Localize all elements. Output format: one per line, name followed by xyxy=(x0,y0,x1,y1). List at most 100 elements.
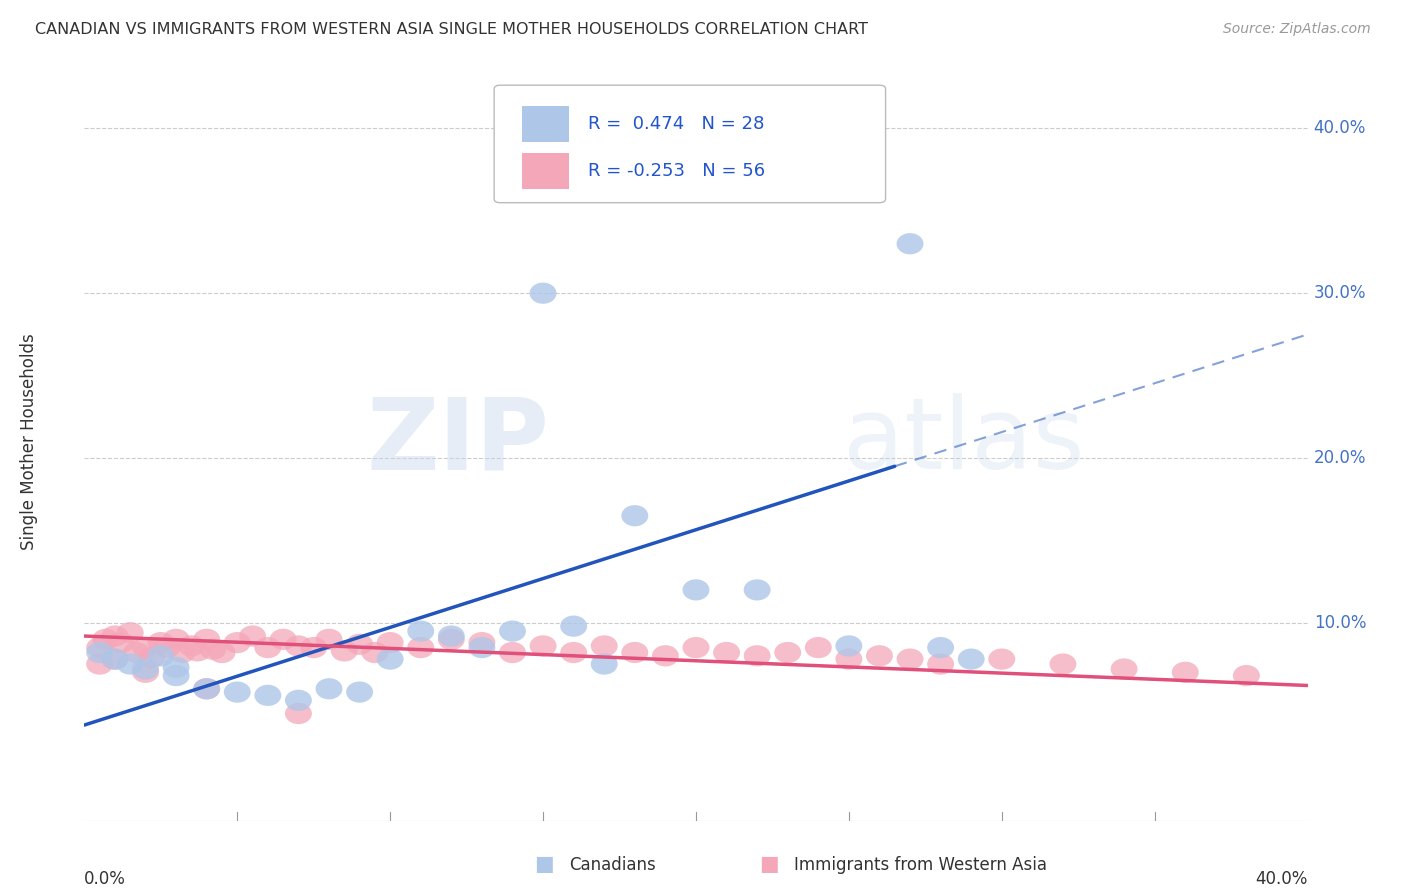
Ellipse shape xyxy=(361,642,388,663)
Ellipse shape xyxy=(163,657,190,678)
Ellipse shape xyxy=(254,637,281,658)
Ellipse shape xyxy=(652,645,679,666)
Text: R = -0.253   N = 56: R = -0.253 N = 56 xyxy=(588,161,765,180)
Ellipse shape xyxy=(285,635,312,657)
Ellipse shape xyxy=(408,621,434,641)
Ellipse shape xyxy=(200,639,226,660)
Ellipse shape xyxy=(437,625,465,647)
Ellipse shape xyxy=(163,629,190,650)
Ellipse shape xyxy=(1233,665,1260,686)
Ellipse shape xyxy=(285,703,312,724)
Ellipse shape xyxy=(621,642,648,663)
Ellipse shape xyxy=(897,648,924,670)
Ellipse shape xyxy=(1171,662,1199,683)
Ellipse shape xyxy=(270,629,297,650)
Text: 40.0%: 40.0% xyxy=(1256,870,1308,888)
Ellipse shape xyxy=(184,640,211,662)
FancyBboxPatch shape xyxy=(522,105,569,142)
Ellipse shape xyxy=(224,681,250,703)
Text: 30.0%: 30.0% xyxy=(1313,285,1367,302)
Ellipse shape xyxy=(621,505,648,526)
Text: 10.0%: 10.0% xyxy=(1313,614,1367,632)
Ellipse shape xyxy=(117,654,143,674)
Ellipse shape xyxy=(148,632,174,653)
Ellipse shape xyxy=(148,645,174,666)
Ellipse shape xyxy=(1049,654,1077,674)
Ellipse shape xyxy=(224,632,250,653)
Ellipse shape xyxy=(775,642,801,663)
Ellipse shape xyxy=(988,648,1015,670)
Ellipse shape xyxy=(132,637,159,658)
Ellipse shape xyxy=(927,654,955,674)
Ellipse shape xyxy=(86,654,112,674)
Ellipse shape xyxy=(93,629,120,650)
Text: 40.0%: 40.0% xyxy=(1313,120,1367,137)
Text: ZIP: ZIP xyxy=(367,393,550,490)
Ellipse shape xyxy=(835,648,862,670)
Ellipse shape xyxy=(346,681,373,703)
Ellipse shape xyxy=(254,685,281,706)
Ellipse shape xyxy=(866,645,893,666)
Text: Immigrants from Western Asia: Immigrants from Western Asia xyxy=(794,855,1047,873)
Ellipse shape xyxy=(804,637,832,658)
Ellipse shape xyxy=(744,579,770,600)
Ellipse shape xyxy=(208,642,235,663)
Text: CANADIAN VS IMMIGRANTS FROM WESTERN ASIA SINGLE MOTHER HOUSEHOLDS CORRELATION CH: CANADIAN VS IMMIGRANTS FROM WESTERN ASIA… xyxy=(35,22,868,37)
Ellipse shape xyxy=(377,648,404,670)
Ellipse shape xyxy=(927,637,955,658)
Ellipse shape xyxy=(239,625,266,647)
Ellipse shape xyxy=(591,654,617,674)
Text: ■: ■ xyxy=(534,854,554,873)
Ellipse shape xyxy=(530,283,557,304)
Ellipse shape xyxy=(179,635,205,657)
Ellipse shape xyxy=(122,642,150,663)
Text: Source: ZipAtlas.com: Source: ZipAtlas.com xyxy=(1223,22,1371,37)
Ellipse shape xyxy=(468,632,495,653)
Text: 20.0%: 20.0% xyxy=(1313,449,1367,467)
Ellipse shape xyxy=(193,678,221,699)
Ellipse shape xyxy=(101,625,128,647)
Ellipse shape xyxy=(499,621,526,641)
Ellipse shape xyxy=(315,678,343,699)
Ellipse shape xyxy=(132,658,159,680)
Ellipse shape xyxy=(408,637,434,658)
Text: ■: ■ xyxy=(759,854,779,873)
Ellipse shape xyxy=(560,615,588,637)
Ellipse shape xyxy=(377,632,404,653)
Text: 0.0%: 0.0% xyxy=(84,870,127,888)
Ellipse shape xyxy=(744,645,770,666)
Ellipse shape xyxy=(330,640,357,662)
Ellipse shape xyxy=(193,629,221,650)
Ellipse shape xyxy=(138,647,165,668)
Ellipse shape xyxy=(897,233,924,254)
Ellipse shape xyxy=(682,637,710,658)
Ellipse shape xyxy=(957,648,984,670)
Ellipse shape xyxy=(468,637,495,658)
Ellipse shape xyxy=(132,662,159,683)
Ellipse shape xyxy=(163,665,190,686)
Text: atlas: atlas xyxy=(842,393,1084,490)
Ellipse shape xyxy=(1111,658,1137,680)
Ellipse shape xyxy=(530,635,557,657)
Text: R =  0.474   N = 28: R = 0.474 N = 28 xyxy=(588,115,765,133)
Ellipse shape xyxy=(101,648,128,670)
Text: Canadians: Canadians xyxy=(569,855,657,873)
Ellipse shape xyxy=(86,642,112,663)
Ellipse shape xyxy=(117,622,143,643)
Ellipse shape xyxy=(346,633,373,655)
Ellipse shape xyxy=(101,648,128,670)
Text: Single Mother Households: Single Mother Households xyxy=(20,334,38,549)
Ellipse shape xyxy=(193,678,221,699)
Ellipse shape xyxy=(315,629,343,650)
Ellipse shape xyxy=(153,637,180,658)
Ellipse shape xyxy=(560,642,588,663)
Ellipse shape xyxy=(682,579,710,600)
Ellipse shape xyxy=(713,642,740,663)
Ellipse shape xyxy=(86,637,112,658)
FancyBboxPatch shape xyxy=(494,85,886,202)
Ellipse shape xyxy=(285,690,312,711)
Ellipse shape xyxy=(835,635,862,657)
Ellipse shape xyxy=(169,642,195,663)
Ellipse shape xyxy=(437,629,465,650)
Ellipse shape xyxy=(499,642,526,663)
